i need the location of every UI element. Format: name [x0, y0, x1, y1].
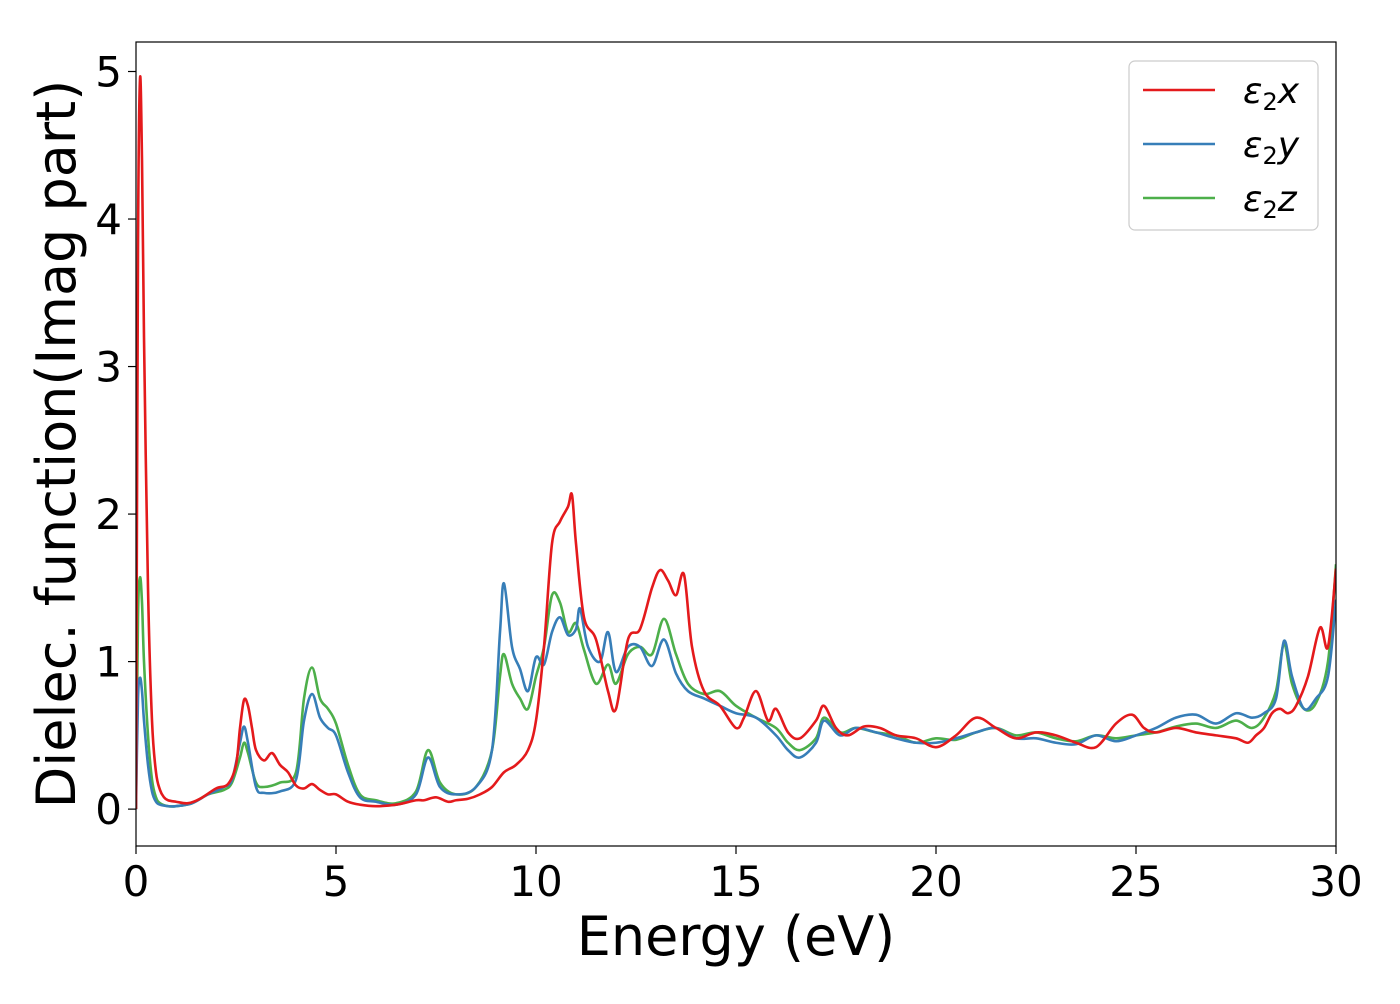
x-tick-label: 10 — [509, 857, 562, 906]
legend-label-z: ε2z — [1243, 179, 1298, 224]
series-line-y — [136, 582, 1336, 810]
series-line-x — [136, 75, 1336, 810]
legend: ε2x ε2y ε2z — [1128, 60, 1319, 231]
series-lines — [136, 75, 1336, 810]
legend-label-x: ε2x — [1243, 71, 1300, 116]
axis-ticks: 0 5 10 15 20 25 30 0 1 2 3 4 5 — [95, 48, 1362, 906]
legend-label-y: ε2y — [1243, 125, 1300, 170]
y-tick-label: 0 — [95, 785, 122, 834]
y-tick-label: 3 — [95, 343, 122, 392]
y-tick-label: 4 — [95, 195, 122, 244]
legend-box — [1128, 60, 1319, 231]
x-tick-label: 30 — [1309, 857, 1362, 906]
x-axis-label: Energy (eV) — [577, 905, 896, 968]
x-tick-label: 15 — [709, 857, 762, 906]
plot-frame — [135, 41, 1337, 847]
y-tick-label: 5 — [95, 48, 122, 97]
x-tick-label: 5 — [323, 857, 350, 906]
x-tick-label: 0 — [123, 857, 150, 906]
x-tick-label: 20 — [909, 857, 962, 906]
y-tick-label: 1 — [95, 638, 122, 687]
series-line-z — [136, 564, 1336, 810]
y-tick-label: 2 — [95, 490, 122, 539]
x-tick-label: 25 — [1109, 857, 1162, 906]
y-axis-label: Dielec. function(Imag part) — [25, 80, 88, 809]
